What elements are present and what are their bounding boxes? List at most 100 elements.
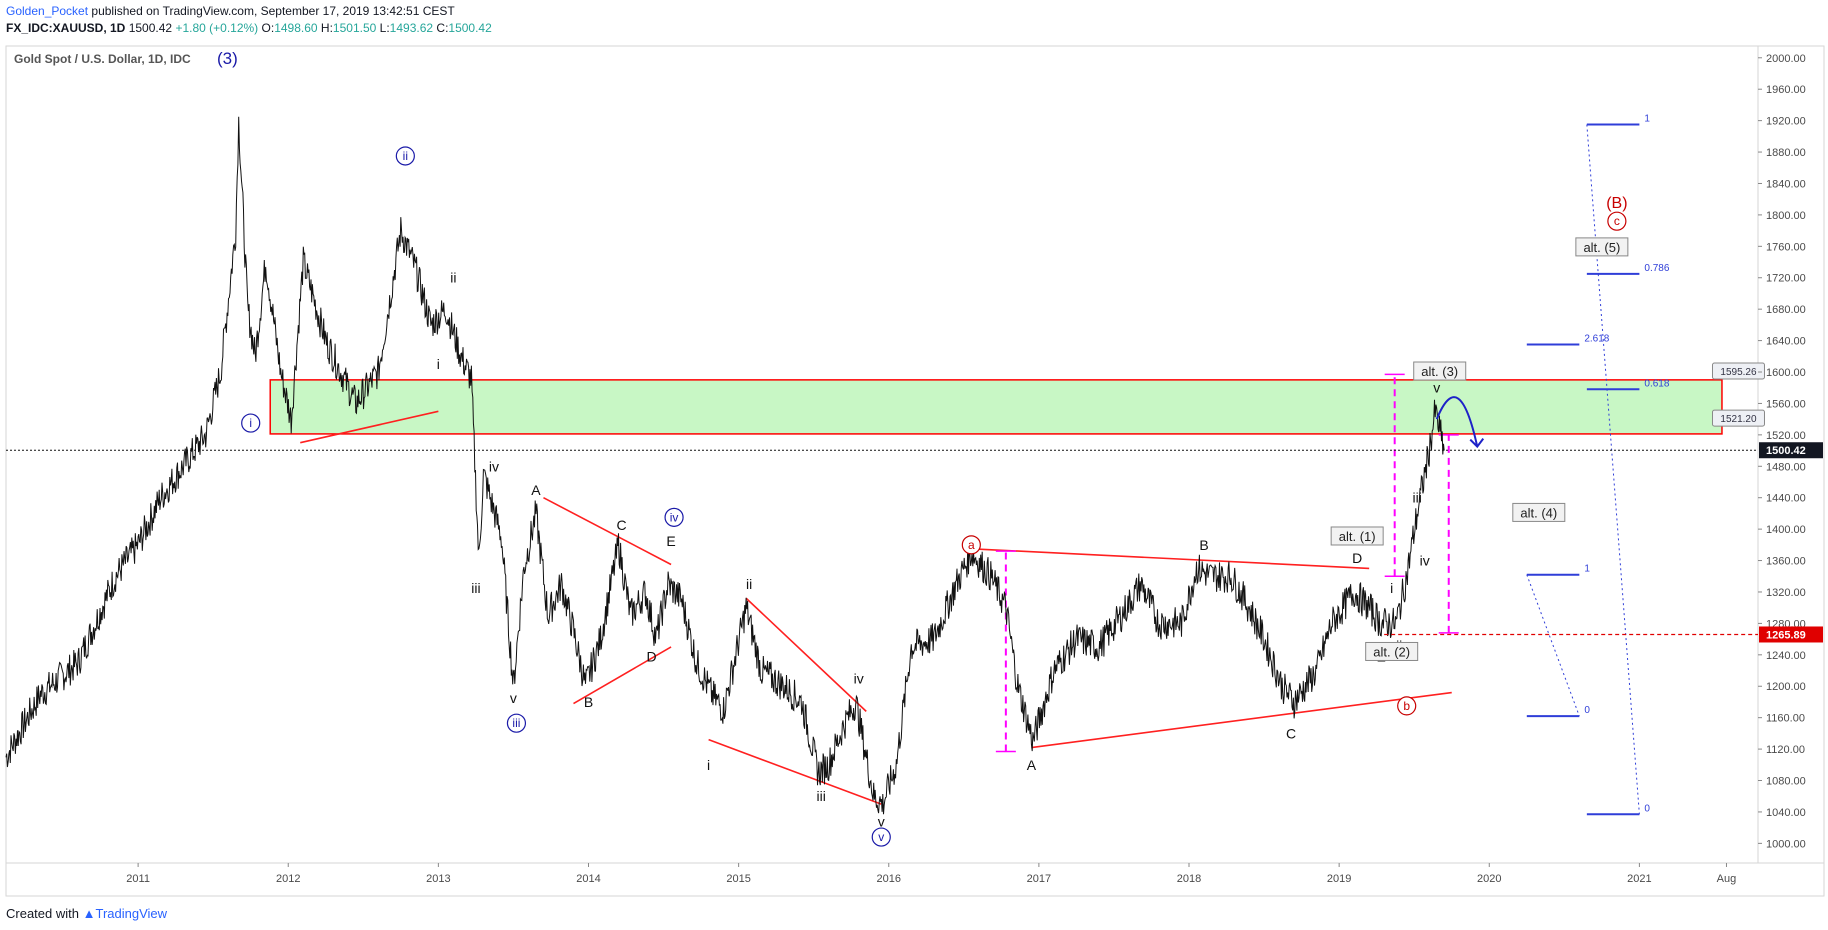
alt-label-box	[1512, 502, 1566, 522]
x-tick-label: Aug	[1717, 873, 1737, 885]
y-tick-label: 1440.00	[1766, 493, 1806, 505]
wave-label: iv	[854, 670, 864, 686]
y-tick-label: 1720.00	[1766, 273, 1806, 285]
x-tick-label: 2015	[726, 873, 750, 885]
wave-label: C	[1286, 725, 1296, 741]
wave-label: ii	[403, 149, 408, 163]
author-link[interactable]: Golden_Pocket	[6, 4, 89, 18]
created-with-text: Created with	[6, 906, 79, 921]
publish-info: Golden_Pocket published on TradingView.c…	[6, 4, 455, 18]
wave-label: v	[878, 830, 884, 844]
wave-label: ii	[746, 576, 752, 592]
y-tick-label: 1040.00	[1766, 807, 1806, 819]
tradingview-brand[interactable]: TradingView	[95, 906, 168, 921]
footer: Created with ▲TradingView	[6, 906, 167, 921]
y-tick-label: 1760.00	[1766, 241, 1806, 253]
alt-label: alt. (1)	[1339, 529, 1376, 544]
x-tick-label: 2013	[426, 873, 450, 885]
zone-callout-label: 1521.20	[1720, 414, 1757, 425]
alt-label-box	[1365, 641, 1419, 661]
plot-area[interactable]	[5, 45, 1759, 864]
y-tick-label: 1920.00	[1766, 116, 1806, 128]
y-tick-label: 1600.00	[1766, 367, 1806, 379]
alt-label-box	[1330, 526, 1384, 546]
price-series-line	[5, 116, 1445, 815]
x-tick-label: 2016	[877, 873, 901, 885]
y-tick-label: 1880.00	[1766, 147, 1806, 159]
level-badge-label: 1265.89	[1766, 629, 1806, 641]
x-tick-label: 2018	[1177, 873, 1201, 885]
symbol-name: FX_IDC:XAUUSD, 1D	[6, 21, 126, 35]
alt-label: alt. (4)	[1520, 505, 1557, 520]
price-change: +1.80 (+0.12%)	[175, 21, 259, 35]
wave-label: v	[878, 813, 885, 829]
fib-connector	[1526, 574, 1580, 717]
x-tick-label: 2011	[126, 873, 150, 885]
wave-label: (B)	[1606, 195, 1627, 212]
wave-circle	[961, 535, 981, 555]
low-label: L:	[379, 21, 390, 35]
y-tick-label: 1640.00	[1766, 336, 1806, 348]
chart-title: Gold Spot / U.S. Dollar, 1D, IDC	[14, 52, 191, 66]
x-tick-label: 2014	[576, 873, 600, 885]
y-tick-label: 1800.00	[1766, 210, 1806, 222]
wave-label: v	[1433, 380, 1440, 396]
resistance-zone	[269, 379, 1723, 435]
fib-level-label: 0.618	[1644, 378, 1669, 389]
last-price: 1500.42	[128, 21, 173, 35]
last-price-badge	[1759, 442, 1823, 459]
y-tick-label: 2000.00	[1766, 53, 1806, 65]
y-tick-label: 1160.00	[1766, 713, 1805, 725]
last-price-badge-label: 1500.42	[1766, 445, 1806, 457]
fib-level-label: 2.618	[1584, 334, 1609, 345]
time-axis[interactable]	[5, 862, 1825, 897]
y-tick-label: 1360.00	[1766, 556, 1806, 568]
symbol-info: FX_IDC:XAUUSD, 1D 1500.42 +1.80 (+0.12%)…	[6, 21, 492, 35]
y-tick-label: 1320.00	[1766, 587, 1806, 599]
wave-label: iv	[489, 458, 499, 474]
y-tick-label: 1680.00	[1766, 304, 1806, 316]
x-tick-label: 2017	[1027, 873, 1051, 885]
x-tick-label: 2019	[1327, 873, 1351, 885]
wave-label: A	[1027, 757, 1037, 773]
wave-label: iii	[1413, 490, 1422, 506]
level-badge	[1759, 626, 1823, 643]
wave-label: c	[1614, 214, 1620, 228]
wave-label: iv	[670, 510, 679, 524]
fib-level-label: 1	[1644, 114, 1650, 125]
trend-line	[745, 597, 867, 712]
wave-circle	[871, 827, 891, 847]
y-tick-label: 1840.00	[1766, 178, 1806, 190]
wave-label: D	[646, 648, 656, 664]
wave-label: iv	[1420, 553, 1430, 569]
fib-level-label: 0.786	[1644, 263, 1669, 274]
y-tick-label: 1520.00	[1766, 430, 1806, 442]
fib-level-label: 0	[1584, 705, 1590, 716]
wave-label: i	[437, 356, 440, 372]
wave-label: i	[249, 416, 252, 430]
fib-level-label: 1	[1584, 564, 1590, 575]
open-value: 1498.60	[274, 21, 318, 35]
y-tick-label: 1400.00	[1766, 524, 1806, 536]
wave-circle	[241, 413, 261, 433]
published-text: published on TradingView.com, September …	[88, 4, 455, 18]
wave-label: i	[707, 757, 710, 773]
x-tick-label: 2020	[1477, 873, 1501, 885]
wave-label: b	[1403, 699, 1410, 713]
wave-label: v	[510, 690, 517, 706]
low-value: 1493.62	[389, 21, 434, 35]
arrow-down-icon	[1469, 438, 1485, 449]
alt-label: alt. (3)	[1421, 364, 1458, 379]
wave-label: D	[1352, 550, 1362, 566]
wave-label: C	[616, 517, 626, 533]
high-label: H:	[320, 21, 333, 35]
trend-line	[708, 738, 882, 805]
wave-label: ii	[450, 270, 456, 286]
y-tick-label: 1960.00	[1766, 84, 1806, 96]
zone-callout-label: 1595.26	[1720, 367, 1757, 378]
trend-line	[543, 496, 672, 566]
alt-label-box	[1413, 361, 1467, 381]
wave-label: B	[584, 694, 593, 710]
open-label: O:	[261, 21, 275, 35]
